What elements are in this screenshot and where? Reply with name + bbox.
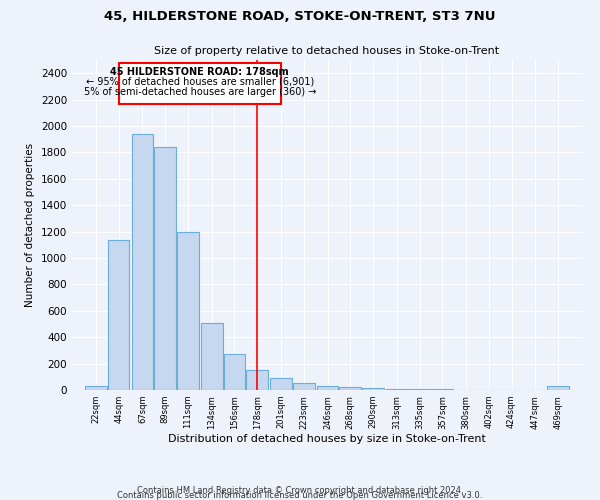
Bar [362, 388, 384, 390]
Text: 5% of semi-detached houses are larger (360) →: 5% of semi-detached houses are larger (3… [83, 87, 316, 97]
Text: Contains public sector information licensed under the Open Government Licence v3: Contains public sector information licen… [118, 491, 482, 500]
Bar [108, 240, 130, 390]
Y-axis label: Number of detached properties: Number of detached properties [25, 143, 35, 307]
X-axis label: Distribution of detached houses by size in Stoke-on-Trent: Distribution of detached houses by size … [168, 434, 486, 444]
Bar [85, 386, 107, 390]
Text: ← 95% of detached houses are smaller (6,901): ← 95% of detached houses are smaller (6,… [86, 76, 314, 86]
Text: 45 HILDERSTONE ROAD: 178sqm: 45 HILDERSTONE ROAD: 178sqm [110, 66, 289, 76]
Bar [317, 386, 338, 390]
Bar [201, 322, 223, 390]
Bar [340, 388, 361, 390]
Bar [154, 147, 176, 390]
Bar [177, 232, 199, 390]
FancyBboxPatch shape [119, 62, 281, 104]
Text: Contains HM Land Registry data © Crown copyright and database right 2024.: Contains HM Land Registry data © Crown c… [137, 486, 463, 495]
Bar [247, 370, 268, 390]
Text: 45, HILDERSTONE ROAD, STOKE-ON-TRENT, ST3 7NU: 45, HILDERSTONE ROAD, STOKE-ON-TRENT, ST… [104, 10, 496, 23]
Bar [386, 389, 407, 390]
Bar [293, 384, 314, 390]
Bar [547, 386, 569, 390]
Bar [131, 134, 153, 390]
Bar [270, 378, 292, 390]
Bar [224, 354, 245, 390]
Title: Size of property relative to detached houses in Stoke-on-Trent: Size of property relative to detached ho… [154, 46, 500, 56]
